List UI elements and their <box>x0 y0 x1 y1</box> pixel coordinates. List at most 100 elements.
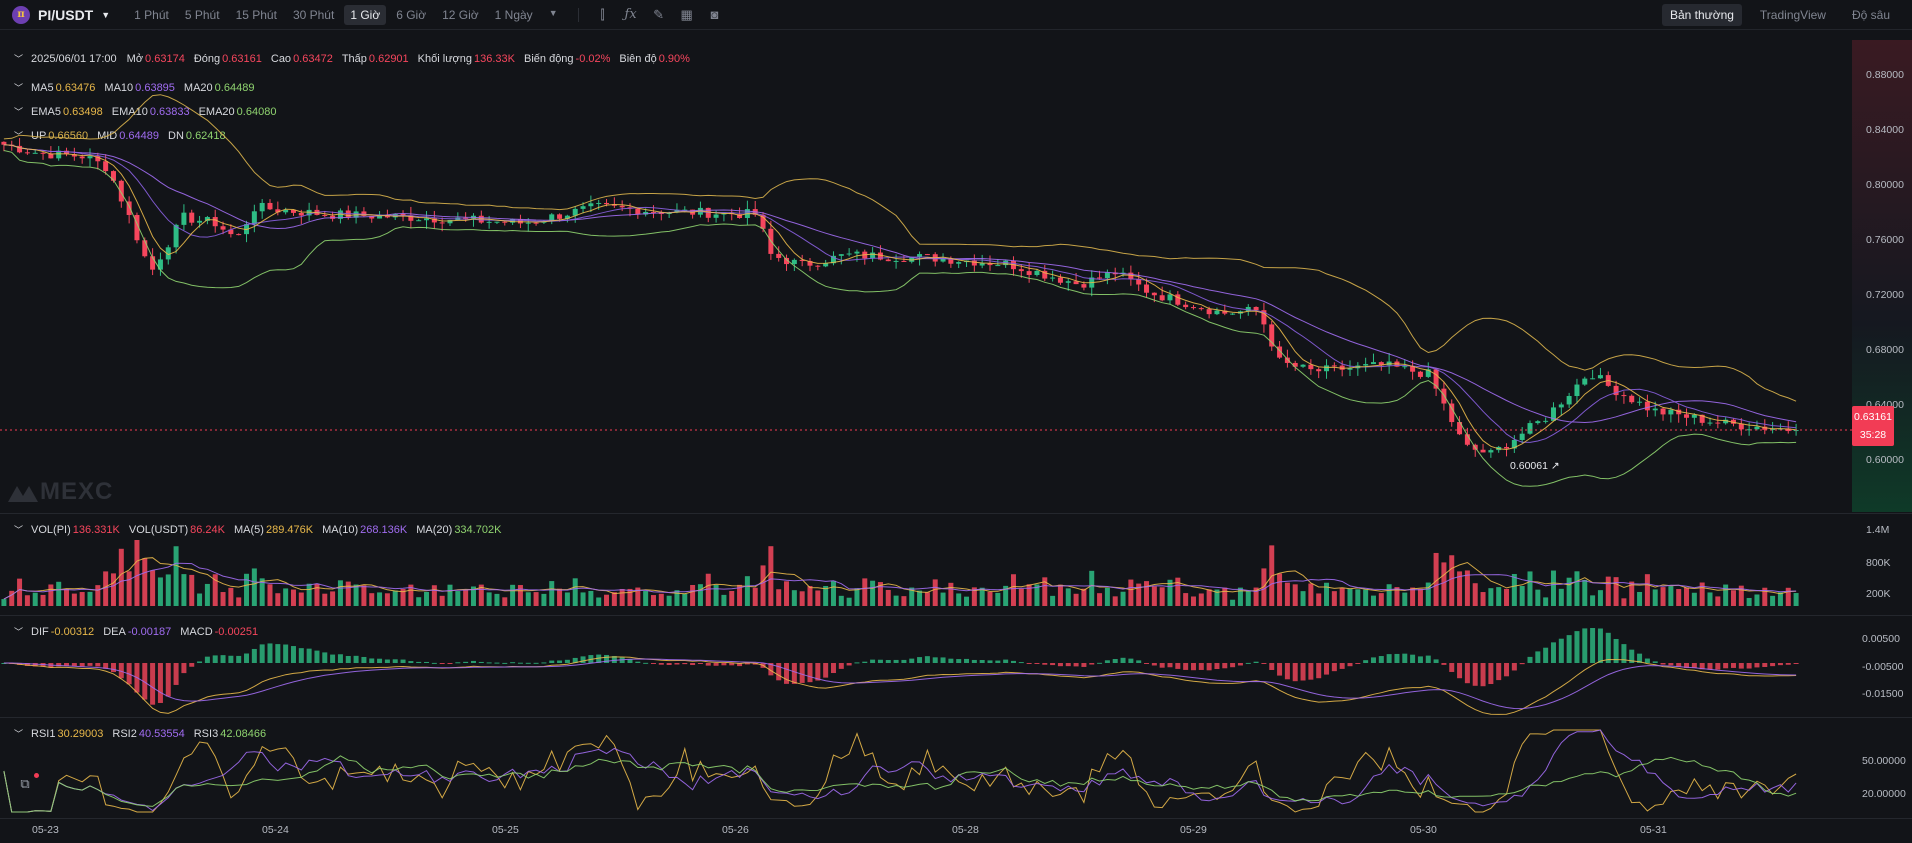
macd-histogram-bar <box>940 657 946 663</box>
candle-body <box>424 218 430 221</box>
dif-label: DIF <box>31 625 49 638</box>
macd-histogram-bar <box>1097 662 1103 664</box>
collapse-chevron-icon[interactable]: ﹀ <box>14 729 24 739</box>
price-axis-label: 0.76000 <box>1866 234 1904 246</box>
macd-histogram-bar <box>337 654 343 663</box>
volume-bar <box>776 589 782 606</box>
macd-histogram-bar <box>1308 663 1314 680</box>
volume-bar <box>1504 588 1510 606</box>
candle-body <box>713 214 719 218</box>
macd-histogram-bar <box>1770 663 1776 667</box>
volume-axis-label: 200K <box>1866 588 1891 600</box>
candle-body <box>1245 306 1251 312</box>
volume-bar <box>635 587 641 606</box>
volume-bar <box>1378 593 1384 606</box>
view-tab[interactable]: TradingView <box>1759 8 1826 22</box>
macd-histogram-bar <box>1699 663 1705 670</box>
volume-bar <box>1582 579 1588 606</box>
collapse-chevron-icon[interactable]: ﹀ <box>14 83 24 93</box>
interval-tab[interactable]: 1 Phút <box>134 7 169 22</box>
candle-body <box>862 251 868 259</box>
candle-body <box>56 150 62 159</box>
candle-body <box>948 258 954 264</box>
volume-bar <box>690 584 696 606</box>
interval-tab[interactable]: 5 Phút <box>184 7 220 22</box>
ma-legend: ﹀ MA5 0.63476 MA10 0.63895 MA20 0.64489 <box>14 81 263 94</box>
vol-ma5-label: MA(5) <box>234 523 264 536</box>
candle-body <box>1089 277 1095 288</box>
volume-bar <box>502 597 508 606</box>
collapse-chevron-icon[interactable]: ﹀ <box>14 54 24 64</box>
interval-tab[interactable]: 1 Ngày <box>494 7 533 22</box>
candle-body <box>917 254 923 257</box>
candle-body <box>32 152 38 154</box>
volume-bar <box>1652 589 1658 606</box>
volume-bar <box>1425 582 1431 606</box>
interval-tab[interactable]: 1 Giờ <box>344 4 387 25</box>
pair-name: PI/USDT <box>38 6 94 23</box>
volume-bar <box>447 584 453 606</box>
macd-histogram-bar <box>768 663 774 676</box>
volume-bar <box>48 584 54 606</box>
volume-bar <box>564 592 570 606</box>
candle-body <box>541 221 547 223</box>
macd-histogram-bar <box>823 663 829 678</box>
view-tab[interactable]: Độ sâu <box>1851 8 1890 22</box>
collapse-chevron-icon[interactable]: ﹀ <box>14 525 24 535</box>
interval-tab[interactable]: 6 Giờ <box>396 7 427 22</box>
candle-body <box>1746 429 1752 431</box>
volume-bar <box>1480 592 1486 606</box>
macd-histogram-bar <box>588 655 594 663</box>
macd-histogram-bar <box>251 648 257 663</box>
indicator-fx-icon[interactable]: ƒx <box>624 7 637 22</box>
macd-histogram-bar <box>807 663 813 683</box>
interval-tab[interactable]: 15 Phút <box>235 7 277 22</box>
candle-type-icon[interactable]: ⫿ <box>600 6 605 22</box>
volume-bar <box>87 591 93 606</box>
macd-histogram-bar <box>244 653 250 663</box>
interval-tab[interactable]: 30 Phút <box>292 7 335 22</box>
pair-selector[interactable]: π PI/USDT ▼ <box>12 5 110 24</box>
rsi3-line <box>3 755 1797 813</box>
macd-histogram-bar <box>1144 663 1150 664</box>
interval-tab[interactable]: 12 Giờ <box>442 7 479 22</box>
macd-histogram-bar <box>979 659 985 663</box>
macd-histogram-bar <box>971 659 977 663</box>
macd-histogram-bar <box>1198 663 1204 670</box>
collapse-chevron-icon[interactable]: ﹀ <box>14 107 24 117</box>
volume-bar <box>1519 585 1525 606</box>
macd-histogram-bar <box>345 655 351 663</box>
candle-body <box>1410 366 1416 372</box>
macd-histogram-bar <box>134 663 140 693</box>
macd-histogram-bar <box>697 663 703 665</box>
macd-histogram-bar <box>259 644 265 663</box>
candle-body <box>1496 446 1502 451</box>
volume-bar <box>682 593 688 606</box>
macd-histogram-bar <box>298 648 304 663</box>
volume-bar <box>760 565 766 606</box>
collapse-chevron-icon[interactable]: ﹀ <box>14 131 24 141</box>
candle-body <box>1504 446 1510 449</box>
camera-icon[interactable]: ◙ <box>710 7 719 22</box>
volume-bar <box>1292 584 1298 606</box>
volume-bar <box>1222 587 1228 606</box>
candle-body <box>1417 371 1423 377</box>
volume-bar <box>533 592 539 606</box>
rsi3-label: RSI3 <box>193 727 219 740</box>
volume-bar <box>643 591 649 606</box>
macd-histogram-bar <box>1464 663 1470 684</box>
candle-body <box>1144 284 1150 293</box>
chart-settings-icon[interactable]: ⧉ <box>20 776 30 791</box>
candle-body <box>549 214 555 222</box>
macd-histogram-bar <box>220 655 226 663</box>
open-label: Mở <box>126 52 144 65</box>
volume-bar <box>1010 574 1016 606</box>
layout-grid-icon[interactable]: ▦ <box>680 6 693 22</box>
candle-body <box>79 156 85 159</box>
more-intervals-caret-icon[interactable]: ▼ <box>548 7 558 18</box>
draw-pencil-icon[interactable]: ✎ <box>653 6 665 22</box>
view-tab[interactable]: Bản thường <box>1661 4 1742 26</box>
collapse-chevron-icon[interactable]: ﹀ <box>14 627 24 637</box>
macd-histogram-bar <box>1089 663 1095 665</box>
macd-histogram-bar <box>1566 635 1572 663</box>
